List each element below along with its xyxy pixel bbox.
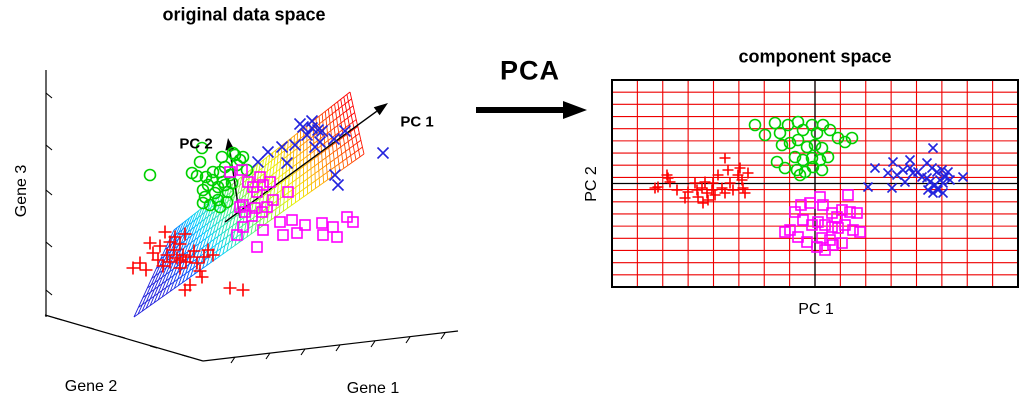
left-plot-title: original data space xyxy=(162,4,326,25)
left-cluster-magenta-square xyxy=(224,164,359,253)
right-cluster-blue-x xyxy=(862,142,969,199)
pc2-arrow-label: PC 2 xyxy=(179,135,213,153)
pca-arrow xyxy=(476,101,587,119)
right-cluster-red-plus xyxy=(649,152,754,209)
pc1-arrow-label: PC 1 xyxy=(400,113,434,131)
left-cluster-blue-x xyxy=(251,114,390,192)
pc1-axis-label: PC 1 xyxy=(798,301,834,318)
left-cluster-red-plus xyxy=(126,225,250,297)
pc2-axis-label: PC 2 xyxy=(583,166,600,202)
right-cluster-green-circle xyxy=(748,115,859,182)
right-cluster-magenta-square xyxy=(779,189,866,256)
pca-transform-label: PCA xyxy=(499,55,561,86)
component-grid xyxy=(611,79,1019,288)
gene1-axis-label: Gene 1 xyxy=(346,380,400,397)
right-plot-title: component space xyxy=(738,46,892,67)
gene2-axis-label: Gene 2 xyxy=(64,378,118,395)
gene3-axis-label: Gene 3 xyxy=(13,164,30,218)
axes-3d xyxy=(44,70,459,364)
